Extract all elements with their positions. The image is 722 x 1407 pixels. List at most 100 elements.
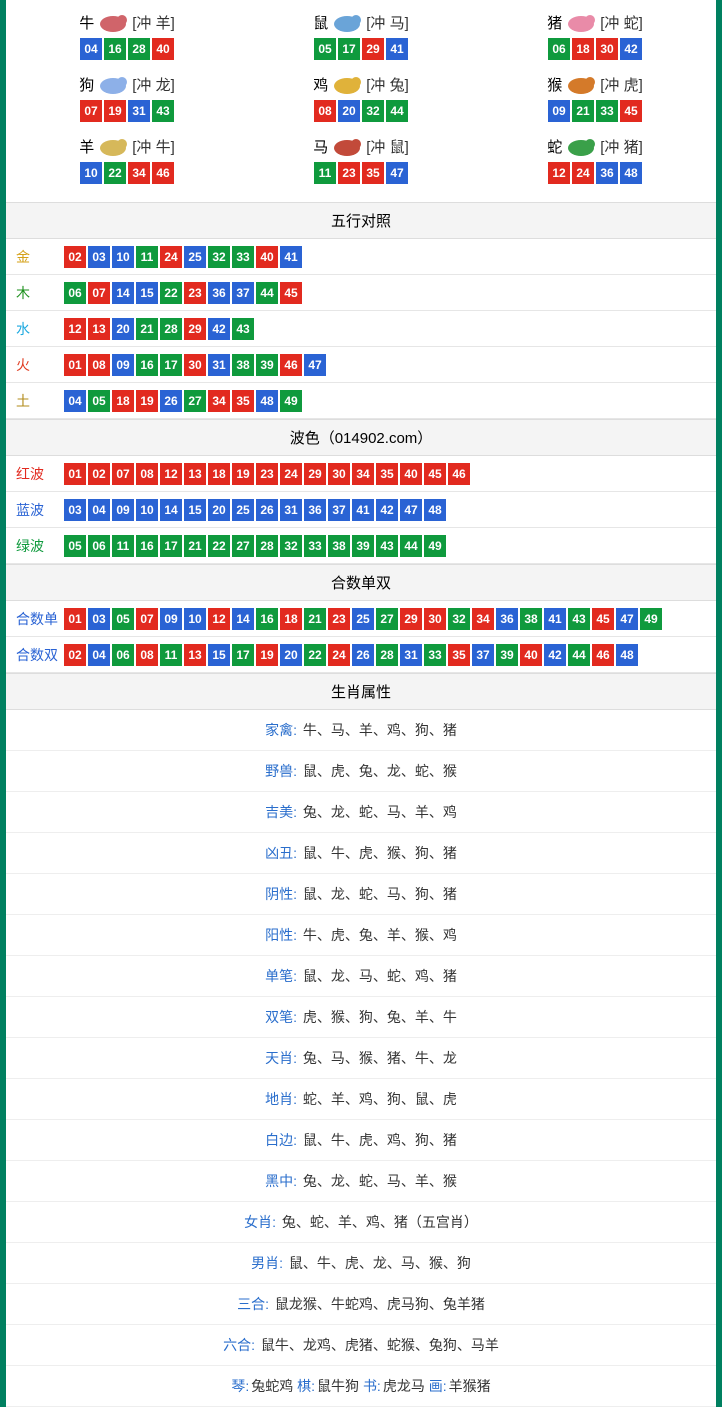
zodiac-name: 猴	[547, 74, 562, 95]
animal-icon	[564, 10, 598, 34]
attr-label: 吉美:	[265, 804, 297, 820]
ball-row: 04051819262734354849	[64, 390, 302, 412]
ball: 17	[338, 38, 360, 60]
ball: 16	[104, 38, 126, 60]
ball: 28	[376, 644, 398, 666]
chong-label: [冲 牛]	[132, 136, 175, 157]
ball: 37	[328, 499, 350, 521]
attr-value: 鼠牛狗	[317, 1378, 363, 1394]
ball: 40	[256, 246, 278, 268]
ball: 26	[256, 499, 278, 521]
ball: 35	[448, 644, 470, 666]
ball: 33	[304, 535, 326, 557]
ball-row: 08203244	[314, 100, 408, 122]
animal-icon	[330, 72, 364, 96]
ball: 46	[152, 162, 174, 184]
ball: 16	[136, 354, 158, 376]
wuxing-rows: 金02031011242532334041木060714152223363744…	[6, 239, 716, 419]
attr-label: 女肖:	[244, 1214, 276, 1230]
ball: 34	[472, 608, 494, 630]
ball: 19	[104, 100, 126, 122]
ball: 42	[376, 499, 398, 521]
ball-row: 05172941	[314, 38, 408, 60]
ball: 01	[64, 463, 86, 485]
ball: 48	[620, 162, 642, 184]
ball: 41	[280, 246, 302, 268]
ball: 44	[256, 282, 278, 304]
attr-label: 画:	[429, 1378, 447, 1394]
chong-label: [冲 虎]	[600, 74, 643, 95]
ball: 42	[620, 38, 642, 60]
ball: 47	[386, 162, 408, 184]
ball: 43	[232, 318, 254, 340]
ball: 06	[64, 282, 86, 304]
attr-value: 虎龙马	[383, 1378, 429, 1394]
ball: 44	[568, 644, 590, 666]
ball: 48	[616, 644, 638, 666]
attr-value: 鼠、龙、蛇、马、狗、猪	[299, 886, 457, 902]
ball: 15	[136, 282, 158, 304]
row-label: 红波	[16, 464, 64, 484]
ball: 25	[232, 499, 254, 521]
attr-value: 蛇、羊、鸡、狗、鼠、虎	[299, 1091, 457, 1107]
chong-label: [冲 蛇]	[600, 12, 643, 33]
ball: 19	[232, 463, 254, 485]
zodiac-cell: 蛇[冲 猪]12243648	[478, 130, 712, 192]
ball: 41	[544, 608, 566, 630]
ball: 30	[184, 354, 206, 376]
ball: 45	[592, 608, 614, 630]
ball: 24	[328, 644, 350, 666]
ball: 46	[280, 354, 302, 376]
attr-row: 男肖: 鼠、牛、虎、龙、马、猴、狗	[6, 1243, 716, 1284]
attr-row: 家禽: 牛、马、羊、鸡、狗、猪	[6, 710, 716, 751]
ball: 04	[88, 644, 110, 666]
zodiac-cell: 鸡[冲 兔]08203244	[244, 68, 478, 130]
ball: 06	[88, 535, 110, 557]
chong-label: [冲 鼠]	[366, 136, 409, 157]
ball-row: 03040910141520252631363741424748	[64, 499, 446, 521]
ball: 21	[304, 608, 326, 630]
ball: 10	[80, 162, 102, 184]
ball: 09	[160, 608, 182, 630]
attr-label: 白边:	[265, 1132, 297, 1148]
ball: 01	[64, 354, 86, 376]
ball: 12	[160, 463, 182, 485]
attr-value: 牛、虎、兔、羊、猴、鸡	[299, 927, 457, 943]
ball: 18	[572, 38, 594, 60]
row-label: 火	[16, 355, 64, 375]
attr-value: 虎、猴、狗、兔、羊、牛	[299, 1009, 457, 1025]
attr-label: 凶丑:	[265, 845, 297, 861]
ball: 40	[520, 644, 542, 666]
ball: 28	[128, 38, 150, 60]
ball: 16	[136, 535, 158, 557]
ball: 23	[338, 162, 360, 184]
ball: 47	[304, 354, 326, 376]
ball: 18	[280, 608, 302, 630]
attr-label: 书:	[363, 1378, 381, 1394]
animal-icon	[564, 72, 598, 96]
ball: 26	[352, 644, 374, 666]
ball: 29	[304, 463, 326, 485]
ball: 12	[208, 608, 230, 630]
ball: 49	[424, 535, 446, 557]
ball: 40	[152, 38, 174, 60]
ball: 30	[328, 463, 350, 485]
ball: 28	[160, 318, 182, 340]
ball: 34	[128, 162, 150, 184]
ball: 25	[352, 608, 374, 630]
ball: 02	[88, 463, 110, 485]
ball: 13	[88, 318, 110, 340]
ball: 04	[80, 38, 102, 60]
attr-label: 家禽:	[265, 722, 297, 738]
ball: 20	[112, 318, 134, 340]
attr-label: 黑中:	[265, 1173, 297, 1189]
ball: 03	[88, 246, 110, 268]
attr-row: 天肖: 兔、马、猴、猪、牛、龙	[6, 1038, 716, 1079]
ball: 11	[160, 644, 182, 666]
ball: 21	[184, 535, 206, 557]
ball: 18	[208, 463, 230, 485]
ball: 39	[496, 644, 518, 666]
attr-label: 六合:	[223, 1337, 255, 1353]
attr-label: 阳性:	[265, 927, 297, 943]
attr-row: 单笔: 鼠、龙、马、蛇、鸡、猪	[6, 956, 716, 997]
